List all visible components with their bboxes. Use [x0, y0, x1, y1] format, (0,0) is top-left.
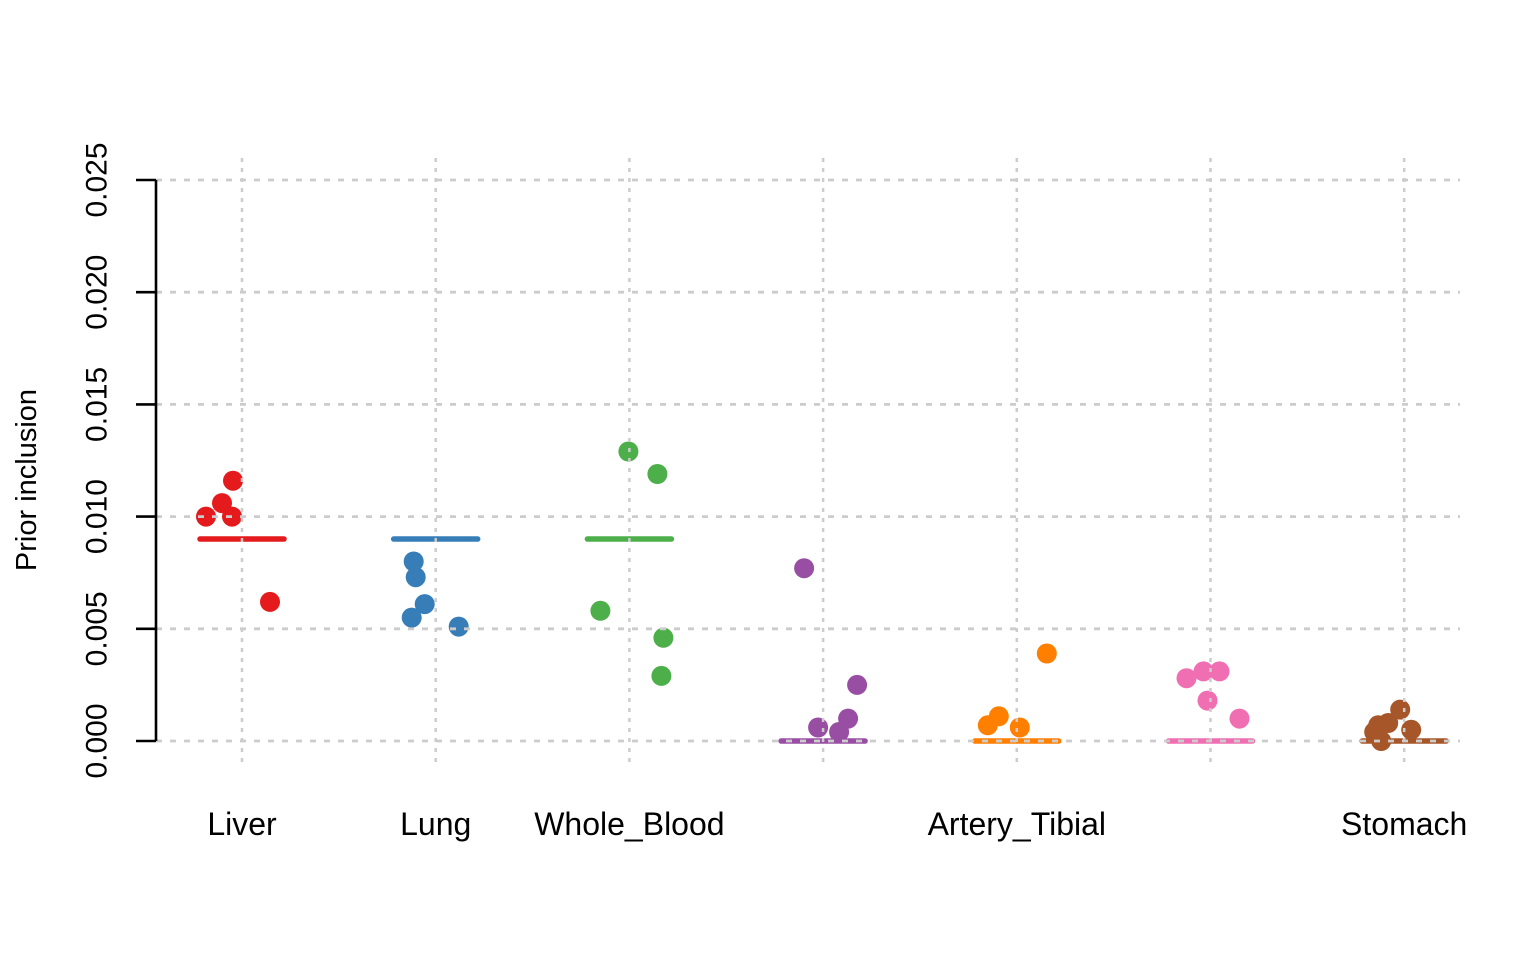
- data-point-artery-tibial: [988, 706, 1009, 727]
- x-category-label-lung: Lung: [400, 806, 471, 842]
- grid-lines-layer: [156, 158, 1460, 763]
- y-axis-title: Prior inclusion: [11, 389, 43, 571]
- y-tick-label: 0.020: [81, 255, 114, 330]
- data-point-liver: [223, 470, 243, 491]
- data-point-liver: [260, 591, 280, 612]
- y-tick-label: 0.010: [81, 479, 114, 554]
- data-point-artery-tibial: [1036, 643, 1057, 664]
- x-category-label-liver: Liver: [207, 806, 277, 842]
- x-category-label-whole-blood: Whole_Blood: [534, 806, 724, 842]
- data-point-group: [808, 717, 829, 738]
- data-point-lung: [448, 616, 469, 637]
- data-point-group: [847, 674, 868, 695]
- data-point-group: [1229, 708, 1250, 729]
- data-point-group: [1197, 690, 1218, 711]
- x-category-label-stomach: Stomach: [1341, 806, 1467, 842]
- axis-labels-layer: 0.000 0.005 0.010 0.015 0.020 0.025 Liver Lung W…: [81, 142, 1468, 842]
- y-tick-label: 0.005: [81, 591, 114, 666]
- data-point-lung: [414, 594, 435, 615]
- x-category-label-artery-tibial: Artery_Tibial: [928, 806, 1106, 842]
- data-point-whole-blood: [651, 665, 672, 686]
- data-point-group: [1176, 668, 1197, 689]
- data-point-whole-blood: [590, 600, 611, 621]
- data-point-stomach: [1401, 719, 1422, 740]
- data-point-group: [794, 558, 815, 579]
- data-point-group: [1209, 661, 1230, 682]
- data-point-group: [1193, 661, 1214, 682]
- data-point-liver: [196, 506, 216, 527]
- data-points-layer: [196, 441, 1422, 751]
- data-point-stomach: [1378, 713, 1399, 733]
- data-point-lung: [405, 567, 426, 588]
- data-point-group: [829, 722, 850, 742]
- y-tick-label: 0.025: [81, 142, 114, 217]
- y-axis-layer: [136, 178, 158, 743]
- data-point-whole-blood: [647, 464, 668, 484]
- y-tick-label: 0.000: [81, 703, 114, 778]
- data-point-stomach: [1390, 699, 1411, 720]
- data-point-lung: [403, 551, 424, 572]
- data-point-lung: [401, 607, 422, 628]
- data-point-whole-blood: [653, 627, 674, 648]
- data-point-liver: [212, 493, 232, 514]
- data-point-artery-tibial: [1009, 717, 1030, 738]
- y-tick-label: 0.015: [81, 367, 114, 442]
